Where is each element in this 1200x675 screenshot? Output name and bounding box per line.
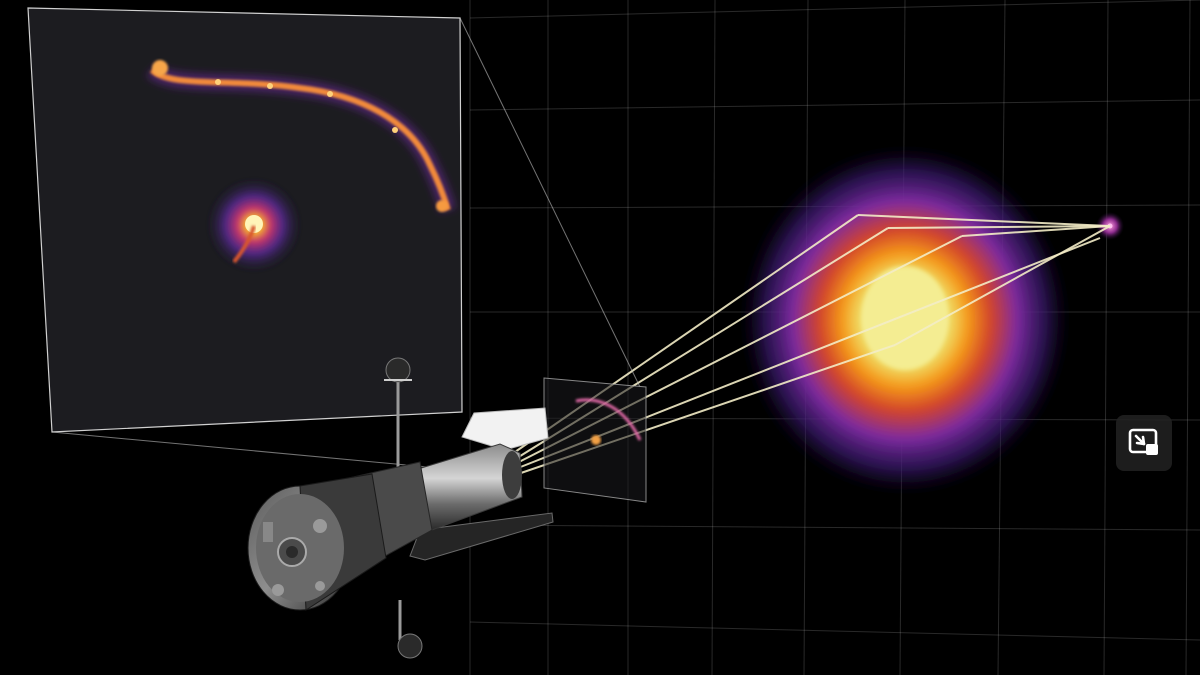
pip-exit-button[interactable] [1116,415,1172,471]
picture-in-picture-exit-icon [1128,428,1158,455]
projection-lines [51,17,641,471]
hubble-telescope [247,357,554,659]
image-plane [543,377,647,503]
lens-galaxy [740,145,1070,495]
zoomed-inset [27,7,463,433]
